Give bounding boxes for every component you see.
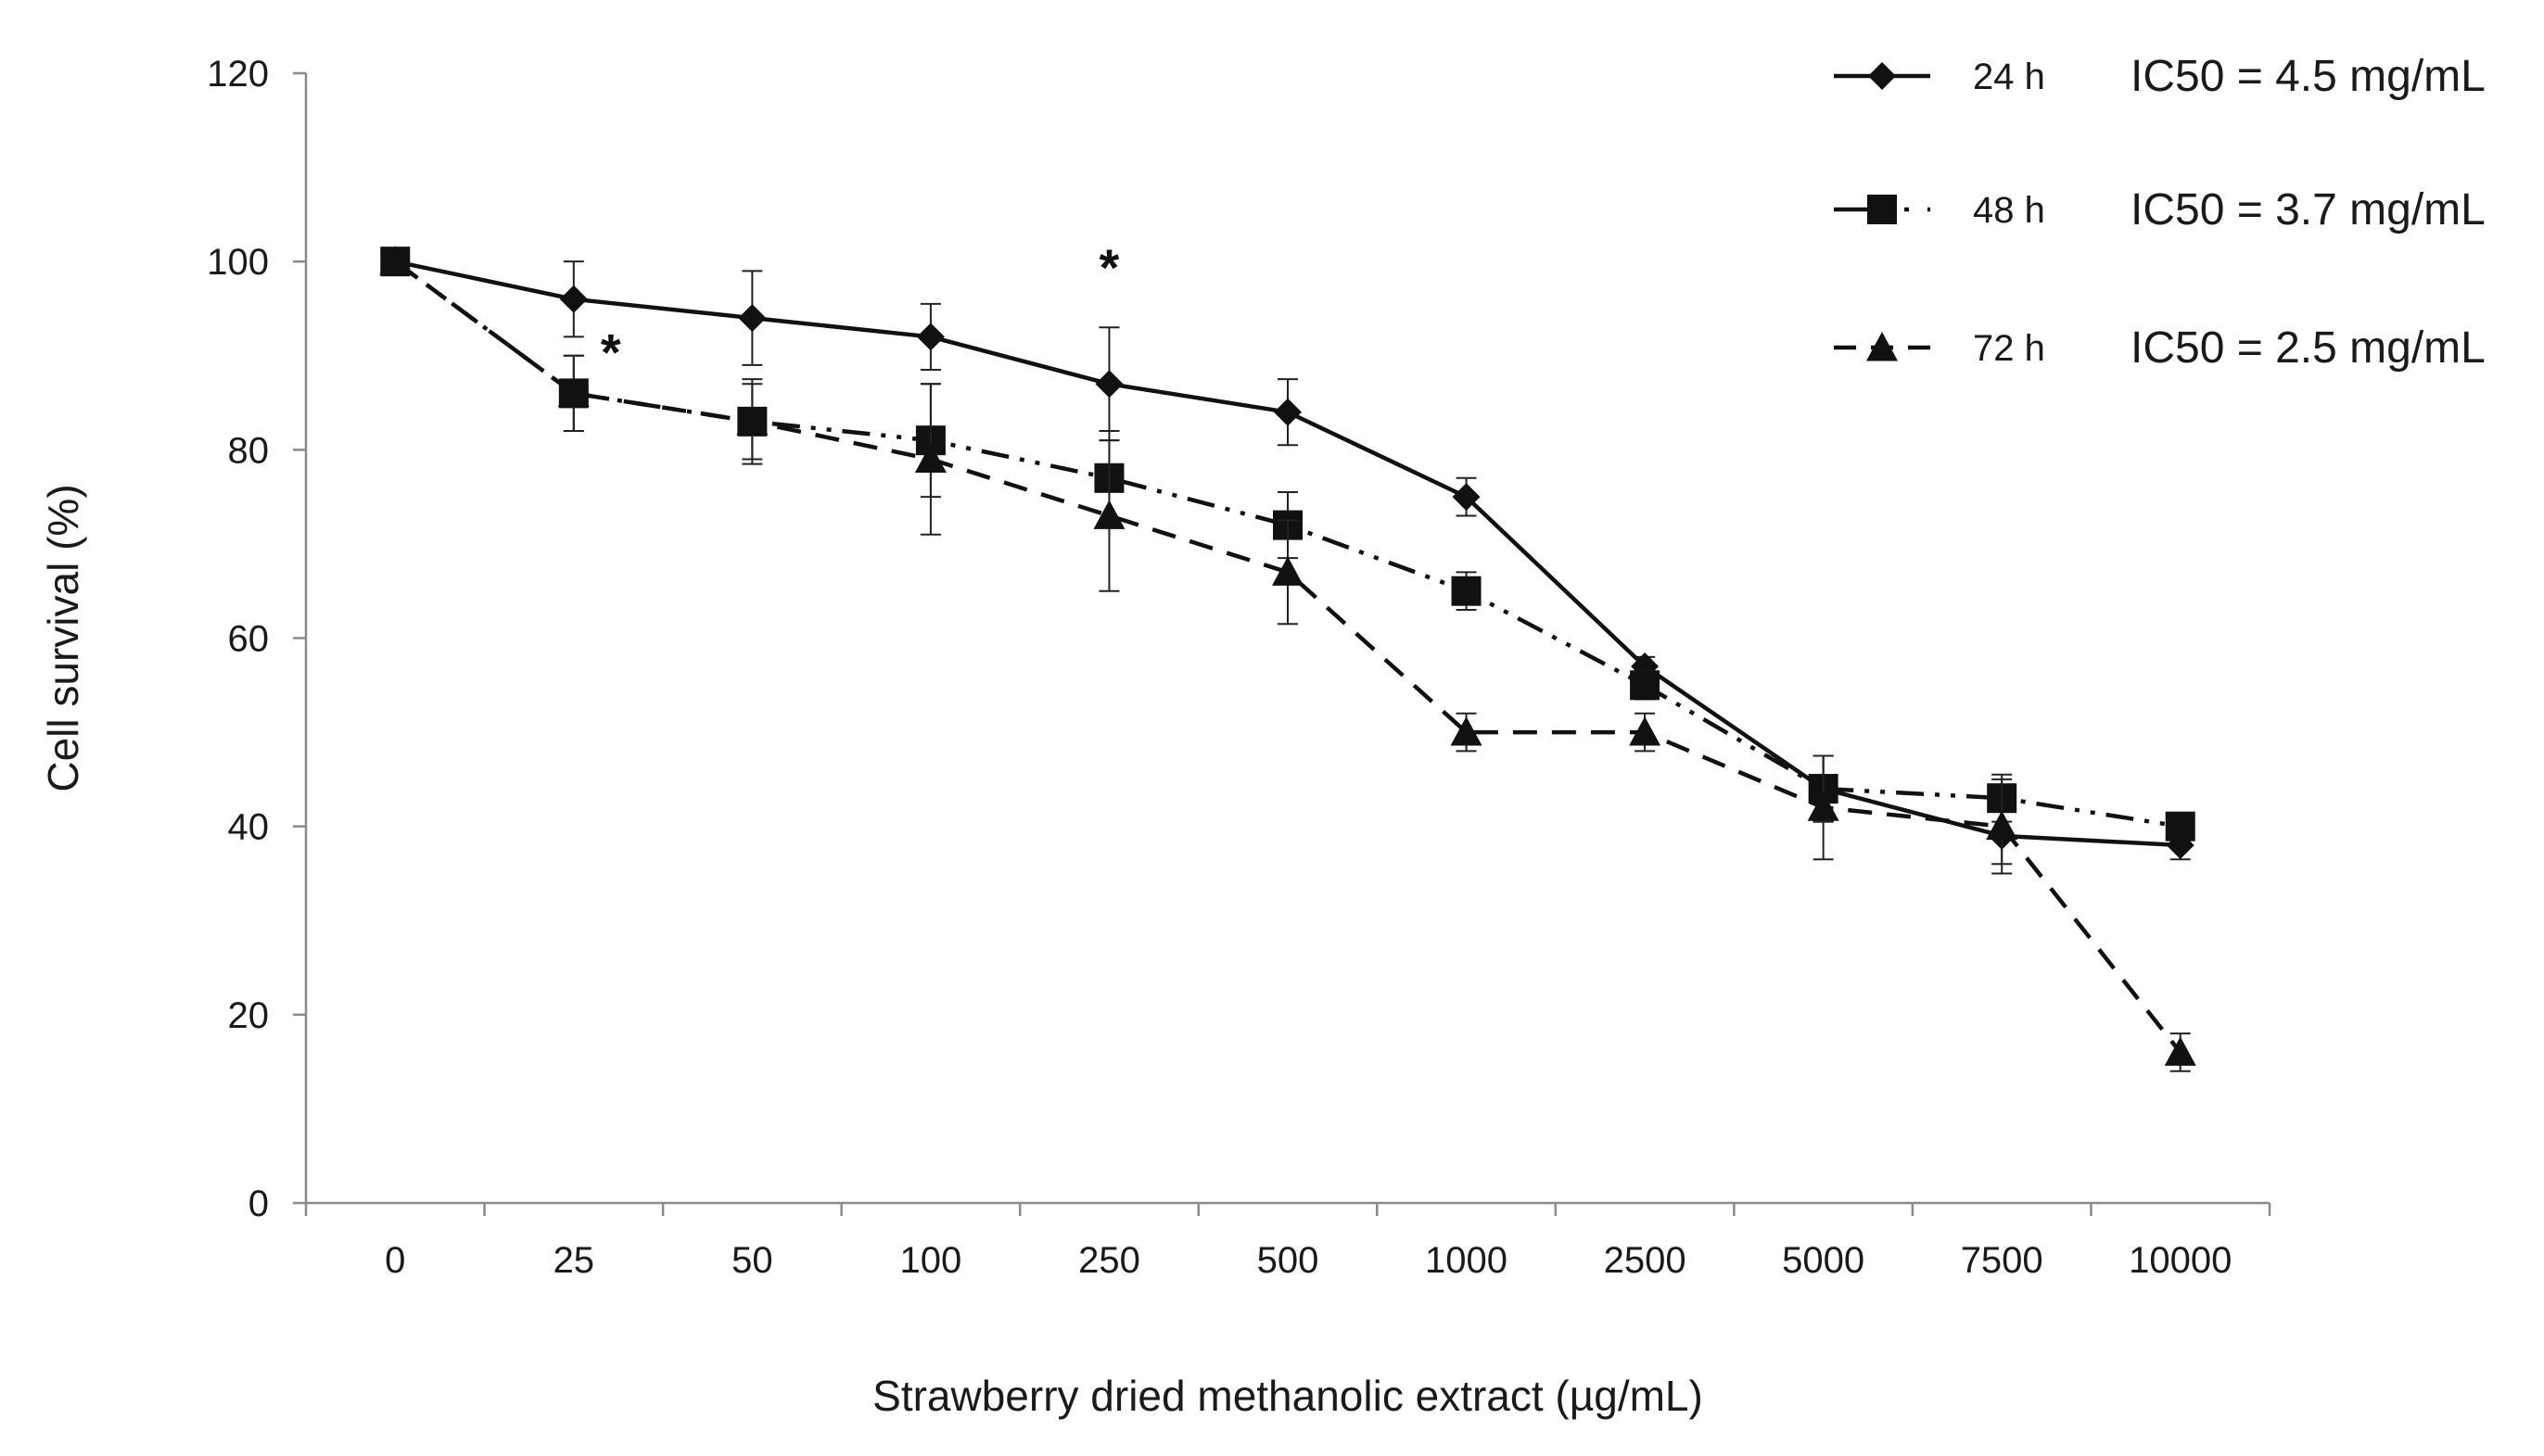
legend-item: 48 h IC50 = 3.7 mg/mL bbox=[1834, 185, 2486, 234]
legend: 24 h IC50 = 4.5 mg/mL 48 h IC50 = 3.7 mg/mL… bbox=[1834, 52, 2486, 373]
legend-ic50: IC50 = 4.5 mg/mL bbox=[2131, 52, 2486, 101]
x-tick-label: 0 bbox=[385, 1240, 405, 1281]
data-point bbox=[1093, 500, 1126, 529]
data-point bbox=[1272, 556, 1304, 586]
data-point bbox=[559, 285, 588, 313]
data-point bbox=[2164, 1036, 2196, 1066]
data-point bbox=[738, 304, 767, 333]
y-tick-label: 0 bbox=[248, 1184, 269, 1224]
y-tick-label: 120 bbox=[207, 54, 269, 95]
axes-group: 0 20 40 60 80 100 120 0 25 50 100 250 500 1000 2500 500… bbox=[207, 54, 2271, 1281]
data-point bbox=[914, 443, 947, 473]
significance-marker: * bbox=[601, 323, 621, 382]
x-tick-label: 7500 bbox=[1961, 1240, 2043, 1281]
data-point bbox=[1629, 716, 1661, 746]
legend-marker bbox=[1867, 195, 1897, 224]
legend-label: 72 h bbox=[1973, 328, 2045, 369]
x-axis-title: Strawberry dried methanolic extract (µg/… bbox=[872, 1372, 1703, 1420]
legend-label: 48 h bbox=[1973, 190, 2045, 231]
data-point bbox=[1630, 670, 1660, 701]
x-tick-label: 100 bbox=[900, 1240, 962, 1281]
data-point bbox=[916, 323, 945, 351]
legend-item: 24 h IC50 = 4.5 mg/mL bbox=[1834, 52, 2486, 101]
data-point bbox=[1274, 398, 1302, 426]
y-tick-label: 80 bbox=[228, 430, 270, 471]
y-tick-label: 60 bbox=[228, 619, 270, 660]
data-point bbox=[557, 377, 590, 407]
data-point bbox=[1807, 791, 1839, 821]
x-tick-label: 500 bbox=[1257, 1240, 1319, 1281]
y-tick-label: 40 bbox=[228, 807, 270, 848]
x-tick-label: 1000 bbox=[1425, 1240, 1507, 1281]
series-group: ** bbox=[379, 238, 2196, 1072]
legend-item: 72 h IC50 = 2.5 mg/mL bbox=[1834, 323, 2486, 373]
data-point bbox=[736, 405, 769, 436]
y-tick-label: 100 bbox=[207, 242, 269, 283]
x-tick-label: 10000 bbox=[2129, 1240, 2232, 1281]
data-point bbox=[2165, 811, 2195, 842]
series-72h bbox=[379, 246, 2196, 1072]
legend-marker bbox=[1866, 332, 1898, 361]
legend-ic50: IC50 = 2.5 mg/mL bbox=[2131, 323, 2486, 373]
x-tick-label: 250 bbox=[1078, 1240, 1140, 1281]
series-line bbox=[393, 260, 2181, 829]
series-48h bbox=[380, 247, 2195, 842]
series-24h bbox=[381, 247, 2194, 866]
data-point bbox=[379, 246, 412, 275]
x-tick-label: 25 bbox=[553, 1240, 595, 1281]
legend-marker bbox=[1868, 62, 1896, 90]
data-point bbox=[1986, 810, 2018, 841]
legend-label: 24 h bbox=[1973, 57, 2045, 97]
significance-marker: * bbox=[1100, 238, 1120, 297]
data-point bbox=[1452, 483, 1481, 512]
data-point bbox=[1095, 370, 1124, 399]
legend-ic50: IC50 = 3.7 mg/mL bbox=[2131, 185, 2486, 234]
x-tick-label: 5000 bbox=[1782, 1240, 1864, 1281]
x-tick-label: 50 bbox=[731, 1240, 773, 1281]
y-axis-title: Cell survival (%) bbox=[39, 484, 87, 791]
data-point bbox=[1451, 576, 1482, 606]
y-tick-label: 20 bbox=[228, 995, 270, 1036]
x-tick-label: 2500 bbox=[1604, 1240, 1686, 1281]
data-point bbox=[1450, 716, 1482, 746]
